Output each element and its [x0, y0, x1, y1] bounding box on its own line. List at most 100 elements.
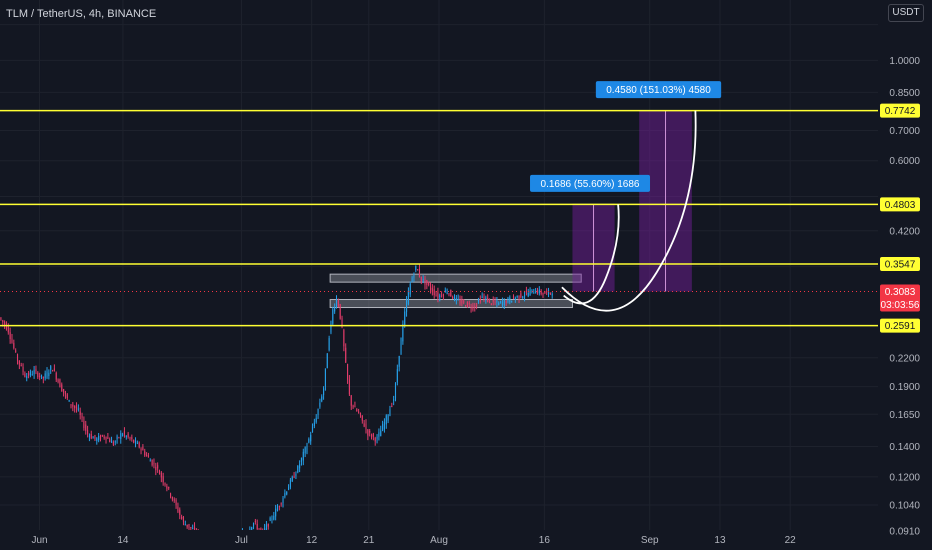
candle-body — [512, 296, 515, 299]
candle-body — [267, 523, 269, 527]
candle-body — [487, 297, 489, 303]
candle-body — [343, 330, 345, 347]
candle-body — [387, 414, 389, 421]
candle-body — [11, 338, 13, 343]
candle-body — [321, 396, 323, 402]
candle-body — [70, 404, 72, 406]
horizontal-levels[interactable] — [0, 109, 878, 327]
candle-body — [107, 437, 109, 439]
time-tick-label: 13 — [714, 535, 726, 546]
level-price-tag — [880, 197, 920, 212]
currency-button[interactable]: USDT — [888, 4, 924, 22]
candle-body — [99, 436, 102, 440]
candle-body — [304, 447, 306, 454]
price-axis[interactable]: 1.0000 0.8500 0.7000 0.6000 0.4200 0.2200 0.19… — [878, 0, 932, 550]
candle-body — [299, 464, 301, 469]
candle-body — [251, 527, 253, 530]
candle-body — [260, 528, 262, 531]
resistance-zone — [329, 273, 582, 283]
candle-body — [450, 290, 452, 297]
candle-body — [465, 305, 467, 307]
candle-body — [179, 509, 181, 515]
candle-body — [114, 441, 116, 443]
candle-body — [48, 372, 50, 376]
candle-body — [286, 491, 288, 495]
candle-body — [83, 421, 85, 428]
candle-body — [418, 268, 421, 277]
candle-body — [186, 524, 188, 527]
candle-body — [417, 269, 419, 271]
candle-body — [74, 405, 76, 409]
candle-body — [308, 438, 310, 443]
projection-arc-2 — [561, 110, 697, 312]
candle-body — [546, 291, 548, 293]
candle-body — [359, 412, 362, 415]
candle-body — [461, 299, 463, 304]
time-axis[interactable]: Jun 14 Jul 12 21 Aug 16 Sep 13 22 — [0, 530, 878, 550]
candle-body — [319, 402, 321, 407]
candle-body — [4, 321, 6, 326]
current-price-tag — [880, 284, 920, 312]
candle-body — [378, 432, 380, 437]
candle-body — [155, 466, 157, 471]
candle-body — [428, 282, 430, 286]
candle-body — [433, 289, 435, 295]
candle-body — [415, 265, 417, 270]
candle-body — [442, 294, 444, 296]
candle-body — [330, 321, 332, 333]
candle-body — [396, 369, 398, 383]
candle-body — [271, 518, 273, 520]
candle-body — [66, 394, 68, 399]
candle-body — [122, 434, 124, 436]
time-tick-label: Aug — [430, 535, 448, 546]
time-axis-bg — [0, 530, 878, 550]
candle-body — [356, 409, 358, 412]
candle-body — [337, 300, 339, 307]
candle-body — [276, 507, 279, 512]
candle-body — [452, 297, 454, 299]
candle-body — [527, 292, 529, 297]
candle-body — [273, 515, 275, 520]
symbol-title: TLM / TetherUS, 4h, BINANCE — [6, 8, 157, 20]
time-tick-label: 16 — [539, 535, 551, 546]
candle-body — [28, 373, 30, 376]
candle-body — [429, 286, 432, 291]
candle-body — [125, 435, 127, 437]
projection-boxes — [572, 110, 692, 292]
candle-body — [158, 472, 161, 475]
candle-body — [63, 388, 65, 393]
candle-body — [332, 309, 334, 324]
price-tick-label: 0.8500 — [889, 88, 920, 99]
candle-body — [544, 292, 546, 294]
candle-body — [348, 379, 350, 395]
candle-body — [529, 290, 531, 296]
candle-body — [59, 379, 61, 388]
candle-body — [256, 523, 258, 530]
level-price-tag-label: 0.3547 — [885, 259, 916, 270]
candle-body — [182, 516, 185, 522]
candle-body — [144, 451, 146, 456]
candle-body — [511, 300, 513, 303]
candle-body — [254, 520, 256, 523]
candle-body — [352, 405, 354, 408]
candle-body — [29, 371, 31, 376]
projection-callouts: 0.1686 (55.60%) 1686 0.4580 (151.03%) 458… — [530, 81, 722, 192]
candle-body — [129, 437, 131, 439]
candle-body — [498, 302, 500, 305]
candle-body — [492, 299, 494, 302]
candle-body — [40, 374, 43, 378]
candle-body — [44, 373, 46, 379]
candle-body — [20, 365, 22, 367]
time-tick-label: 14 — [117, 535, 129, 546]
candle-body — [162, 476, 164, 483]
candle-body — [468, 303, 470, 305]
candle-body — [85, 424, 87, 431]
price-tick-label: 0.1400 — [889, 442, 920, 453]
candle-body — [35, 369, 37, 371]
candle-body — [341, 317, 343, 328]
candle-body — [459, 300, 461, 304]
candle-body — [288, 487, 290, 491]
candle-body — [509, 297, 511, 303]
candle-body — [258, 528, 260, 530]
